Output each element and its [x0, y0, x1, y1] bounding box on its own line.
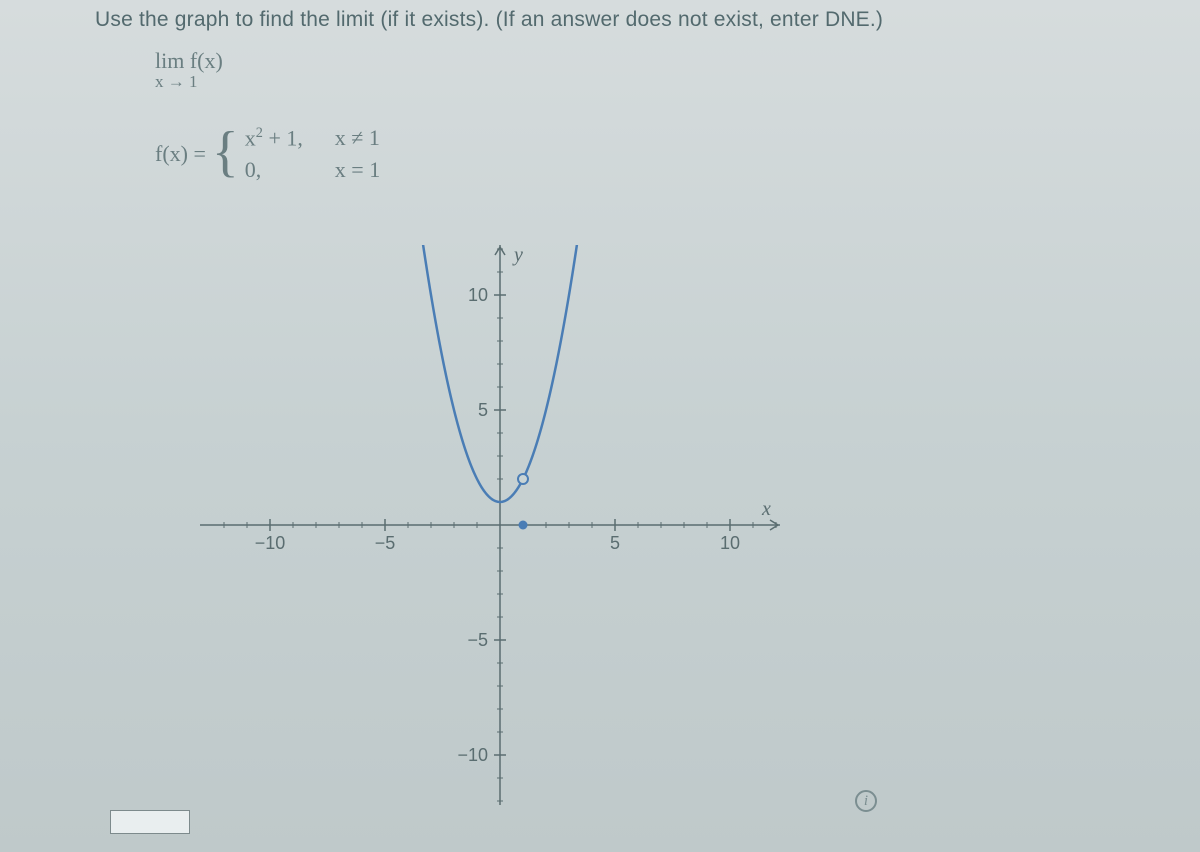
piecewise-row: x2 + 1, x ≠ 1: [245, 125, 380, 151]
page-root: Use the graph to find the limit (if it e…: [0, 0, 1200, 852]
svg-text:y: y: [512, 245, 523, 266]
piecewise-rows: x2 + 1, x ≠ 1 0, x = 1: [245, 125, 380, 183]
piecewise-cond: x ≠ 1: [335, 125, 380, 151]
svg-text:−10: −10: [457, 745, 488, 765]
svg-text:x: x: [761, 498, 771, 520]
piecewise-expr: x2 + 1,: [245, 125, 335, 151]
piecewise-expr: 0,: [245, 157, 335, 183]
question-prompt: Use the graph to find the limit (if it e…: [95, 8, 883, 32]
piecewise-cond: x = 1: [335, 157, 380, 183]
svg-text:−5: −5: [467, 630, 488, 650]
svg-text:−5: −5: [375, 533, 396, 553]
svg-text:5: 5: [610, 533, 620, 553]
svg-text:5: 5: [478, 400, 488, 420]
brace-icon: {: [212, 131, 239, 173]
limit-top: lim f(x): [155, 48, 223, 74]
info-icon[interactable]: i: [855, 790, 877, 812]
svg-text:−10: −10: [255, 533, 286, 553]
chart-svg: −10 −5 5 10 −10 −5 5 10 x y: [200, 245, 780, 805]
piecewise-definition: f(x) = { x2 + 1, x ≠ 1 0, x = 1: [155, 125, 380, 183]
chart: −10 −5 5 10 −10 −5 5 10 x y: [200, 245, 780, 805]
svg-text:10: 10: [468, 285, 488, 305]
svg-text:10: 10: [720, 533, 740, 553]
answer-input[interactable]: [110, 810, 190, 834]
limit-expression: lim f(x) x → 1: [155, 48, 223, 92]
fx-label: f(x) =: [155, 141, 206, 167]
limit-sub: x → 1: [155, 72, 223, 92]
piecewise-row: 0, x = 1: [245, 157, 380, 183]
